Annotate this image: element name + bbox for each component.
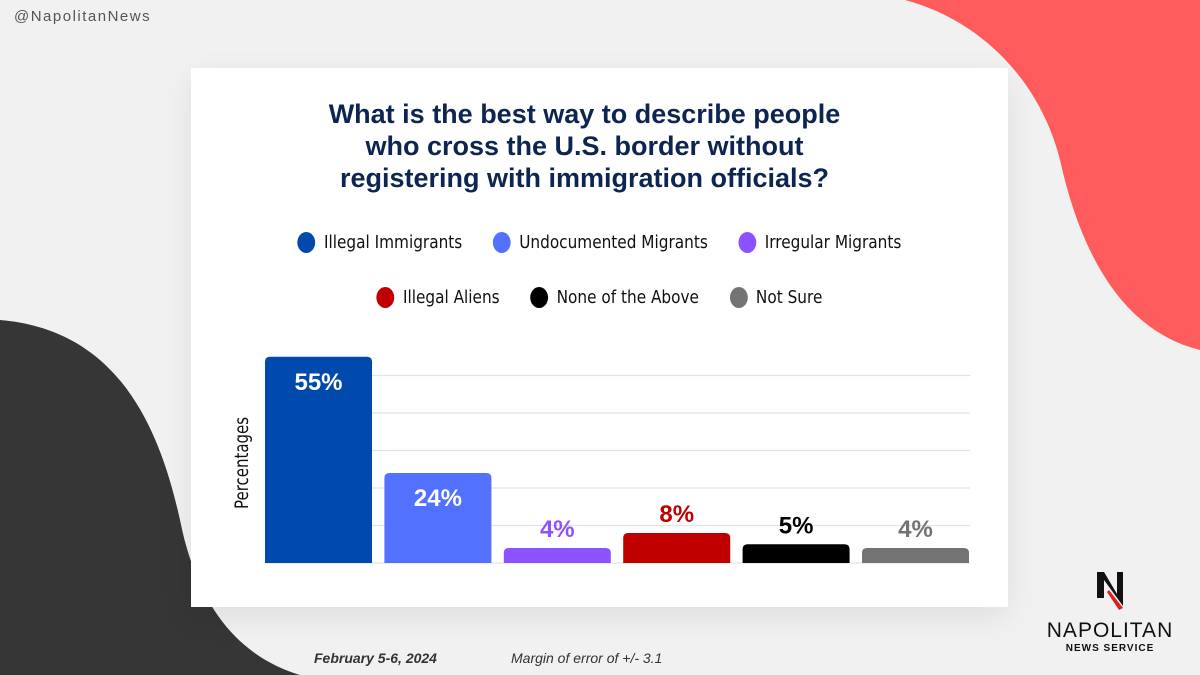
- legend-label: Illegal Aliens: [402, 287, 500, 308]
- legend-swatch: [738, 232, 757, 253]
- survey-date: February 5-6, 2024: [314, 650, 437, 666]
- data-label: 8%: [659, 501, 694, 528]
- margin-of-error: Margin of error of +/- 3.1: [511, 650, 663, 666]
- red-blob: [905, 0, 1200, 350]
- legend-swatch: [297, 232, 316, 253]
- legend-row: Illegal Aliens None of the Above Not Sure: [252, 287, 946, 308]
- dark-blob: [0, 320, 300, 675]
- logo-subtitle: NEWS SERVICE: [1065, 643, 1155, 654]
- title-line: who cross the U.S. border without: [365, 131, 804, 161]
- legend-swatch: [729, 287, 748, 308]
- legend-swatch: [492, 232, 511, 253]
- legend-item: Not Sure: [729, 287, 823, 308]
- legend-label: Undocumented Migrants: [519, 232, 708, 253]
- legend-row: Illegal Immigrants Undocumented Migrants I…: [252, 232, 946, 253]
- title-line: registering with immigration officials?: [339, 163, 830, 193]
- legend-label: Illegal Immigrants: [324, 232, 463, 253]
- title-line: What is the best way to describe people: [328, 99, 841, 129]
- legend-swatch: [530, 287, 549, 308]
- chart-card: What is the best way to describe people …: [191, 68, 1008, 607]
- data-label: 24%: [414, 485, 462, 512]
- data-label: 4%: [540, 516, 575, 543]
- bar: [742, 544, 850, 563]
- logo-n-icon: [1097, 572, 1123, 610]
- bar: [503, 548, 611, 563]
- data-label: 5%: [779, 512, 814, 539]
- legend-label: Not Sure: [755, 287, 823, 308]
- legend-item: Undocumented Migrants: [492, 232, 708, 253]
- y-axis-label: Percentages: [231, 417, 253, 509]
- legend-label: Irregular Migrants: [764, 232, 902, 253]
- napolitan-logo: NAPOLITAN NEWS SERVICE: [1040, 570, 1180, 654]
- chart-title: What is the best way to describe people …: [191, 98, 1008, 194]
- legend-item: None of the Above: [530, 287, 699, 308]
- data-label: 4%: [898, 516, 933, 543]
- logo-name: NAPOLITAN: [1046, 619, 1174, 642]
- bar: [265, 356, 372, 563]
- bar: [862, 548, 969, 563]
- bar: [623, 533, 731, 563]
- legend-label: None of the Above: [556, 287, 699, 308]
- social-handle: @NapolitanNews: [14, 8, 152, 25]
- bar-chart: Percentages 55% 24% 4% 8% 5% 4%: [231, 356, 970, 564]
- legend-swatch: [376, 287, 395, 308]
- legend-item: Illegal Immigrants: [297, 232, 463, 253]
- legend-item: Irregular Migrants: [738, 232, 901, 253]
- data-label: 55%: [294, 369, 342, 396]
- bar: [384, 473, 492, 563]
- legend-item: Illegal Aliens: [376, 287, 500, 308]
